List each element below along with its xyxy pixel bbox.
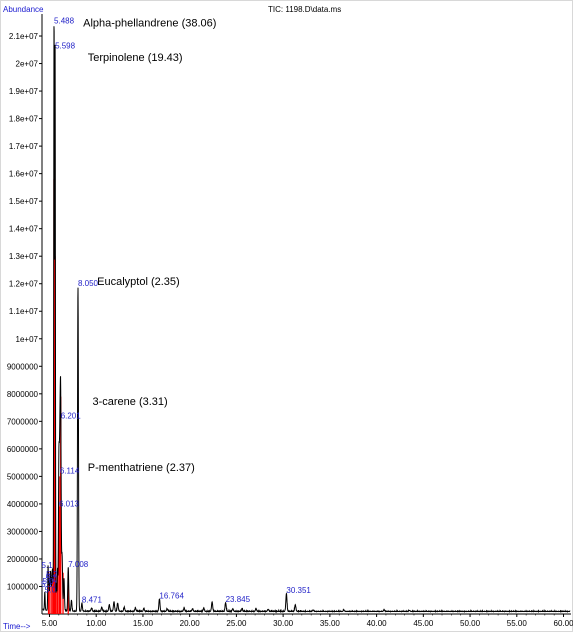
x-tick-label: 60.00 (554, 619, 573, 628)
axes (41, 14, 571, 615)
compound-annotation: Alpha-phellandrene (38.06) (83, 17, 216, 29)
x-tick-label: 30.00 (273, 619, 294, 628)
compound-annotations: Alpha-phellandrene (38.06) Terpinolene (1… (83, 17, 216, 473)
peak-label: 8.471 (82, 596, 103, 605)
peak-label: 5.1 (42, 561, 54, 570)
peak-label: 6.013 (59, 499, 80, 508)
x-axis-ticks: 5.00 10.00 15.00 20.00 25.00 30.00 35.00 40.00 4… (42, 614, 573, 628)
compound-annotation: Eucalyptol (2.35) (97, 276, 180, 288)
x-tick-label: 15.00 (133, 619, 154, 628)
x-tick-label: 45.00 (413, 619, 434, 628)
x-axis-title: Time--> (3, 622, 31, 631)
y-tick-label: 9000000 (7, 362, 39, 371)
y-tick-label: 1.2e+07 (9, 280, 39, 289)
compound-annotation: Terpinolene (19.43) (88, 52, 183, 64)
peak-label: 6.201 (61, 411, 82, 420)
tic-trace-group (42, 26, 571, 614)
peak-label: 5.598 (55, 42, 76, 51)
x-tick-label: 20.00 (180, 619, 201, 628)
y-tick-label: 5000000 (7, 472, 39, 481)
peak-label: 5.2 (46, 573, 58, 582)
x-tick-label: 35.00 (320, 619, 341, 628)
peak-label: 30.351 (286, 586, 311, 595)
peak-labels: 5.15.05.175.05.25.25.4885.5986.0136.1146… (41, 17, 311, 605)
peak-label: 5.0 (45, 585, 57, 594)
y-axis-ticks: 1000000 2000000 3000000 4000000 5000000 60000… (7, 32, 42, 591)
y-tick-label: 2000000 (7, 555, 39, 564)
y-tick-label: 1e+07 (16, 335, 39, 344)
y-tick-label: 1.8e+07 (9, 115, 39, 124)
x-tick-label: 25.00 (226, 619, 247, 628)
x-tick-label: 10.00 (86, 619, 107, 628)
y-tick-label: 1.1e+07 (9, 307, 39, 316)
tic-trace (42, 26, 571, 614)
peak-label: 5.0 (42, 577, 54, 586)
y-tick-label: 1.6e+07 (9, 170, 39, 179)
compound-annotation: 3-carene (3.31) (92, 396, 167, 408)
peak-label: 5.488 (54, 17, 75, 26)
y-tick-label: 6000000 (7, 445, 39, 454)
x-tick-label: 50.00 (460, 619, 481, 628)
y-axis-title: Abundance (3, 5, 44, 14)
y-tick-label: 3000000 (7, 527, 39, 536)
y-tick-label: 1.7e+07 (9, 142, 39, 151)
peak-label: 23.845 (226, 595, 251, 604)
x-tick-label: 55.00 (507, 619, 528, 628)
y-tick-label: 1.5e+07 (9, 197, 39, 206)
y-tick-label: 1000000 (7, 582, 39, 591)
y-tick-label: 4000000 (7, 500, 39, 509)
y-tick-label: 1.9e+07 (9, 87, 39, 96)
y-tick-label: 1.3e+07 (9, 252, 39, 261)
chart-header: TIC: 1198.D\data.ms (268, 5, 341, 14)
peak-label: 7.008 (68, 560, 89, 569)
peak-label: 8.050 (78, 279, 99, 288)
peak-label: 6.114 (60, 466, 80, 475)
x-tick-label: 5.00 (42, 619, 58, 628)
peak-label: 5.2 (46, 570, 58, 579)
x-tick-label: 40.00 (367, 619, 388, 628)
y-tick-label: 7000000 (7, 417, 39, 426)
compound-annotation: P-menthatriene (2.37) (88, 462, 195, 474)
y-tick-label: 1.4e+07 (9, 225, 39, 234)
y-tick-label: 8000000 (7, 390, 39, 399)
peak-label: 5.17 (41, 580, 57, 589)
peak-label: 16.764 (159, 592, 184, 601)
y-tick-label: 2e+07 (16, 60, 39, 69)
y-tick-label: 2.1e+07 (9, 32, 39, 41)
